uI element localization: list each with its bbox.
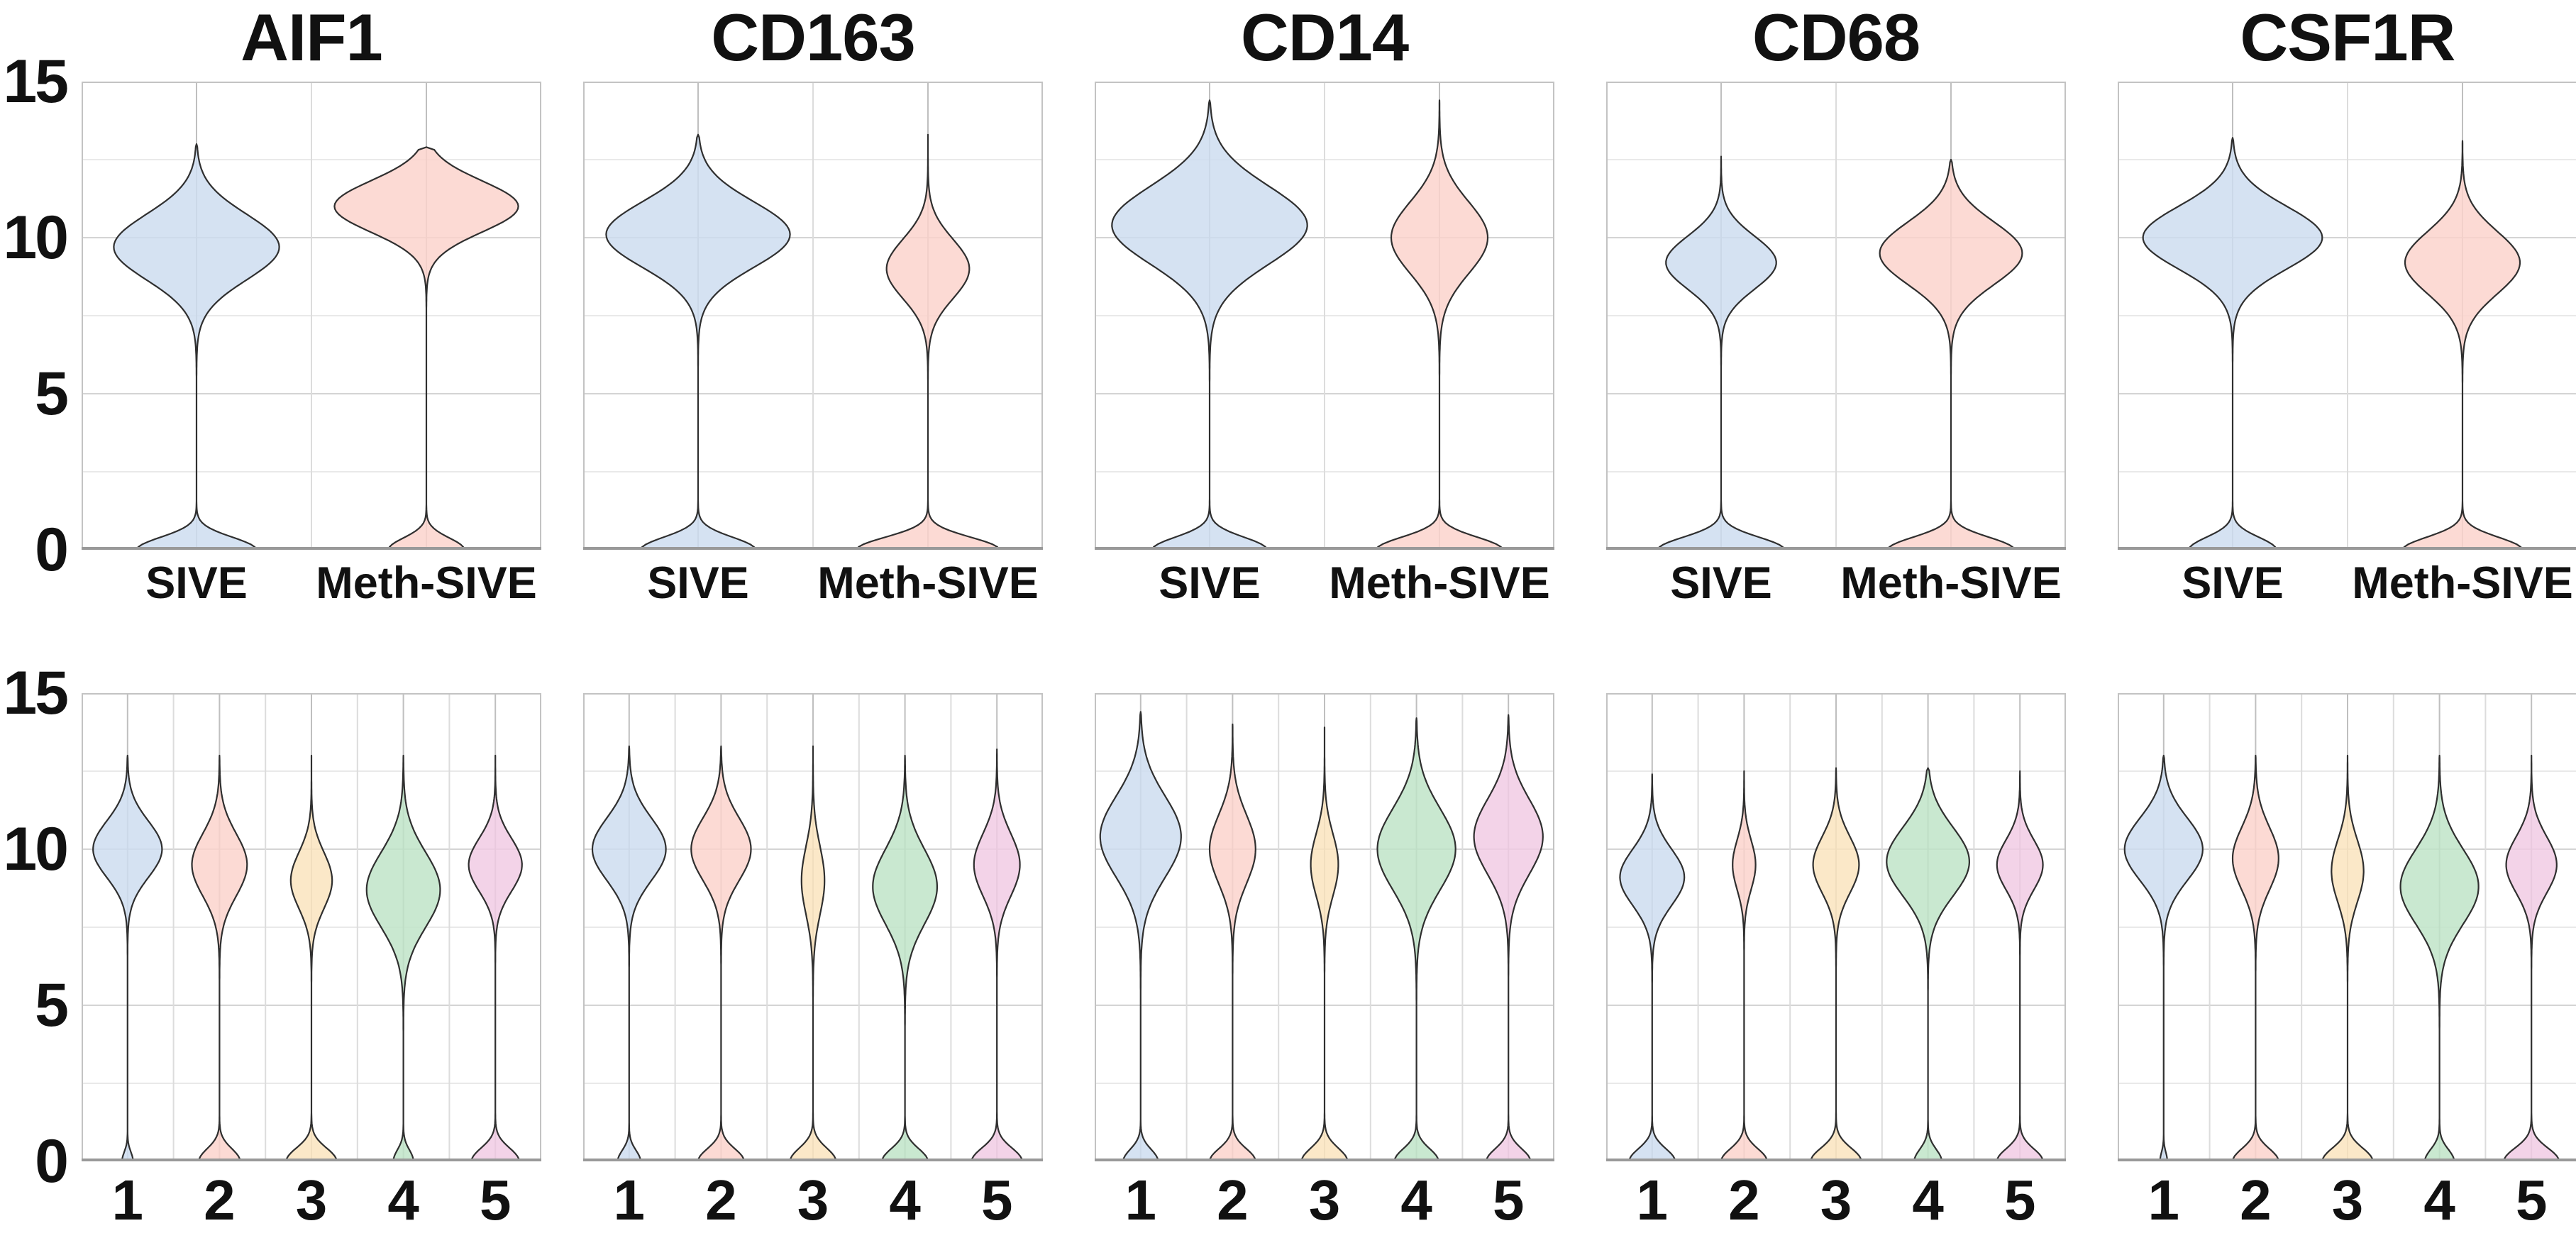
y-tick-label: 15 [3, 48, 69, 116]
panel-title: CSF1R [2240, 0, 2455, 74]
x-tick-label: 5 [1492, 1168, 1525, 1232]
violin-AIF1-Meth-SIVE [333, 146, 519, 550]
violin-panel-chart [82, 82, 541, 550]
x-tick-label: 3 [1308, 1168, 1341, 1232]
violin-CSF1R-4 [2399, 754, 2480, 1161]
x-tick-label: 2 [705, 1168, 737, 1232]
violin-CD163-5 [971, 748, 1023, 1161]
violin-CD14-2 [1208, 723, 1256, 1161]
x-tick-label: 1 [1636, 1168, 1669, 1232]
violin-CD163-4 [872, 754, 938, 1161]
x-tick-label: Meth-SIVE [316, 558, 537, 608]
y-tick-label: 15 [3, 659, 69, 727]
violin-CD68-5 [1996, 770, 2044, 1161]
violin-AIF1-2 [191, 754, 248, 1161]
violin-CD68-Meth-SIVE [1879, 158, 2023, 550]
x-tick-label: 2 [1217, 1168, 1249, 1232]
violin-panel-chart [1095, 693, 1554, 1161]
violin-CSF1R-SIVE [2142, 137, 2323, 550]
x-tick-label: Meth-SIVE [2352, 558, 2573, 608]
violin-panel-chart [1606, 82, 2066, 550]
x-tick-label: SIVE [2182, 558, 2284, 608]
violin-CD68-SIVE [1657, 155, 1786, 550]
violin-CSF1R-5 [2503, 754, 2560, 1161]
violin-CD163-1 [591, 745, 667, 1161]
violin-AIF1-SIVE [113, 143, 280, 550]
violin-panel-chart [82, 693, 541, 1161]
violin-CD163-3 [789, 745, 837, 1161]
x-tick-label: SIVE [1159, 558, 1261, 608]
x-tick-label: 3 [295, 1168, 328, 1232]
x-tick-label: 3 [1820, 1168, 1852, 1232]
x-tick-label: SIVE [1670, 558, 1772, 608]
x-tick-label: 1 [613, 1168, 646, 1232]
y-tick-label: 10 [3, 815, 69, 883]
violin-CD14-3 [1300, 726, 1349, 1161]
x-tick-label: Meth-SIVE [1840, 558, 2062, 608]
violin-AIF1-4 [365, 754, 441, 1161]
y-tick-label: 0 [35, 1127, 69, 1195]
violin-CSF1R-2 [2231, 754, 2279, 1161]
x-tick-label: 4 [1400, 1168, 1432, 1232]
x-tick-label: 3 [2331, 1168, 2364, 1232]
violin-AIF1-3 [285, 754, 338, 1161]
x-tick-label: 2 [1728, 1168, 1760, 1232]
violin-CD14-4 [1376, 717, 1456, 1161]
x-tick-label: 5 [980, 1168, 1013, 1232]
x-tick-label: 1 [1124, 1168, 1157, 1232]
panel-title: CD14 [1240, 0, 1409, 74]
x-tick-label: Meth-SIVE [817, 558, 1039, 608]
violin-CSF1R-1 [2123, 754, 2204, 1161]
y-tick-label: 5 [35, 971, 69, 1039]
violin-CSF1R-Meth-SIVE [2401, 140, 2524, 550]
violin-CD68-1 [1619, 773, 1686, 1161]
violin-panel-chart [1095, 82, 1554, 550]
x-tick-label: 4 [889, 1168, 921, 1232]
violin-CD68-4 [1886, 767, 1970, 1161]
y-tick-label: 10 [3, 204, 69, 272]
violin-CD14-1 [1099, 711, 1182, 1161]
x-tick-label: 5 [2003, 1168, 2036, 1232]
x-tick-label: 1 [2147, 1168, 2180, 1232]
violin-CSF1R-3 [2321, 754, 2374, 1161]
panel-title: CD163 [711, 0, 916, 74]
violin-panel-chart [1606, 693, 2066, 1161]
violin-CD163-SIVE [605, 133, 791, 550]
y-tick-label: 5 [35, 360, 69, 428]
x-tick-label: Meth-SIVE [1329, 558, 1550, 608]
panel-title: CD68 [1752, 0, 1920, 74]
violin-CD163-Meth-SIVE [856, 133, 1000, 550]
x-tick-label: 4 [1912, 1168, 1944, 1232]
violin-CD68-3 [1810, 767, 1862, 1161]
violin-panel-chart [583, 82, 1043, 550]
y-tick-label: 0 [35, 516, 69, 584]
x-tick-label: 1 [111, 1168, 144, 1232]
x-tick-label: 5 [2515, 1168, 2548, 1232]
violin-panel-chart [583, 693, 1043, 1161]
violin-AIF1-1 [92, 754, 163, 1161]
violin-CD14-5 [1473, 714, 1544, 1161]
x-tick-label: SIVE [647, 558, 749, 608]
x-tick-label: 2 [204, 1168, 236, 1232]
violin-panel-chart [2118, 82, 2576, 550]
x-tick-label: 5 [479, 1168, 512, 1232]
violin-panel-chart [2118, 693, 2576, 1161]
x-tick-label: 2 [2240, 1168, 2272, 1232]
violin-CD68-2 [1720, 770, 1768, 1161]
x-tick-label: SIVE [145, 558, 248, 608]
violin-CD14-SIVE [1111, 99, 1308, 550]
violin-AIF1-5 [468, 754, 523, 1161]
x-tick-label: 4 [387, 1168, 419, 1232]
panel-title: AIF1 [241, 0, 383, 74]
violin-CD163-2 [690, 745, 752, 1161]
x-tick-label: 3 [797, 1168, 829, 1232]
x-tick-label: 4 [2423, 1168, 2455, 1232]
violin-CD14-Meth-SIVE [1375, 99, 1504, 550]
